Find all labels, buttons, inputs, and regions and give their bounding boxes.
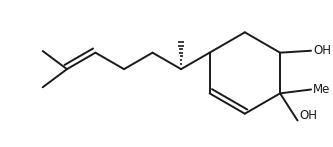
Text: OH: OH: [313, 44, 331, 57]
Text: Me: Me: [313, 83, 330, 96]
Text: OH: OH: [299, 109, 317, 122]
